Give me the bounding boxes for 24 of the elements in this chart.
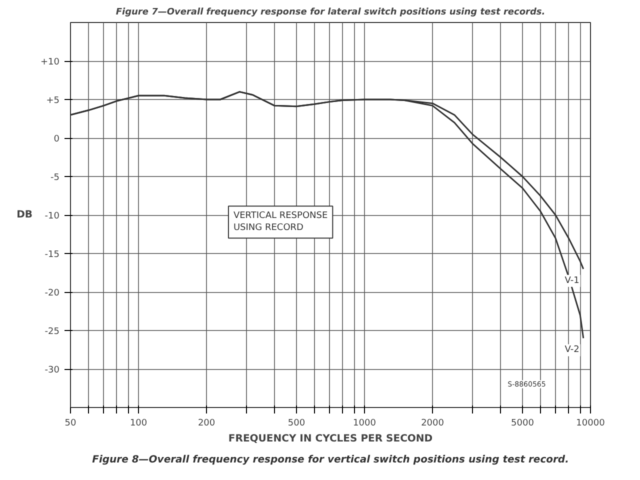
x-axis-title: FREQUENCY IN CYCLES PER SECOND xyxy=(228,434,433,444)
x-tick-label: 2000 xyxy=(421,418,444,428)
annotation: VERTICAL RESPONSE USING RECORD xyxy=(233,211,328,234)
x-tick-label: 500 xyxy=(288,418,306,428)
y-tick-label: +5 xyxy=(46,96,60,106)
y-tick-label: -10 xyxy=(44,212,60,222)
y-tick-label: -25 xyxy=(44,327,60,337)
x-tick-label: 50 xyxy=(64,418,76,428)
x-tick-label: 1000 xyxy=(353,418,376,428)
y-tick-label: -15 xyxy=(44,250,60,260)
y-tick-label: +10 xyxy=(40,58,60,68)
y-tick-label: 0 xyxy=(54,134,60,144)
caption: Figure 7—Overall frequency response for lateral switch positions using test records. xyxy=(116,8,546,18)
x-tick-label: 10000 xyxy=(576,418,606,428)
y-tick-label: -30 xyxy=(44,366,60,376)
y-axis-title: DB xyxy=(16,210,33,220)
caption: Figure 8—Overall frequency response for vertical switch positions using test record. xyxy=(92,454,569,466)
y-tick-label: -5 xyxy=(50,173,60,183)
x-tick-label: 100 xyxy=(130,418,148,428)
series-label: V-1 xyxy=(564,276,580,286)
x-tick-label: 5000 xyxy=(511,418,534,428)
y-tick-label: -20 xyxy=(44,288,60,298)
series-label: V-2 xyxy=(564,345,580,356)
x-tick-label: 200 xyxy=(198,418,216,428)
